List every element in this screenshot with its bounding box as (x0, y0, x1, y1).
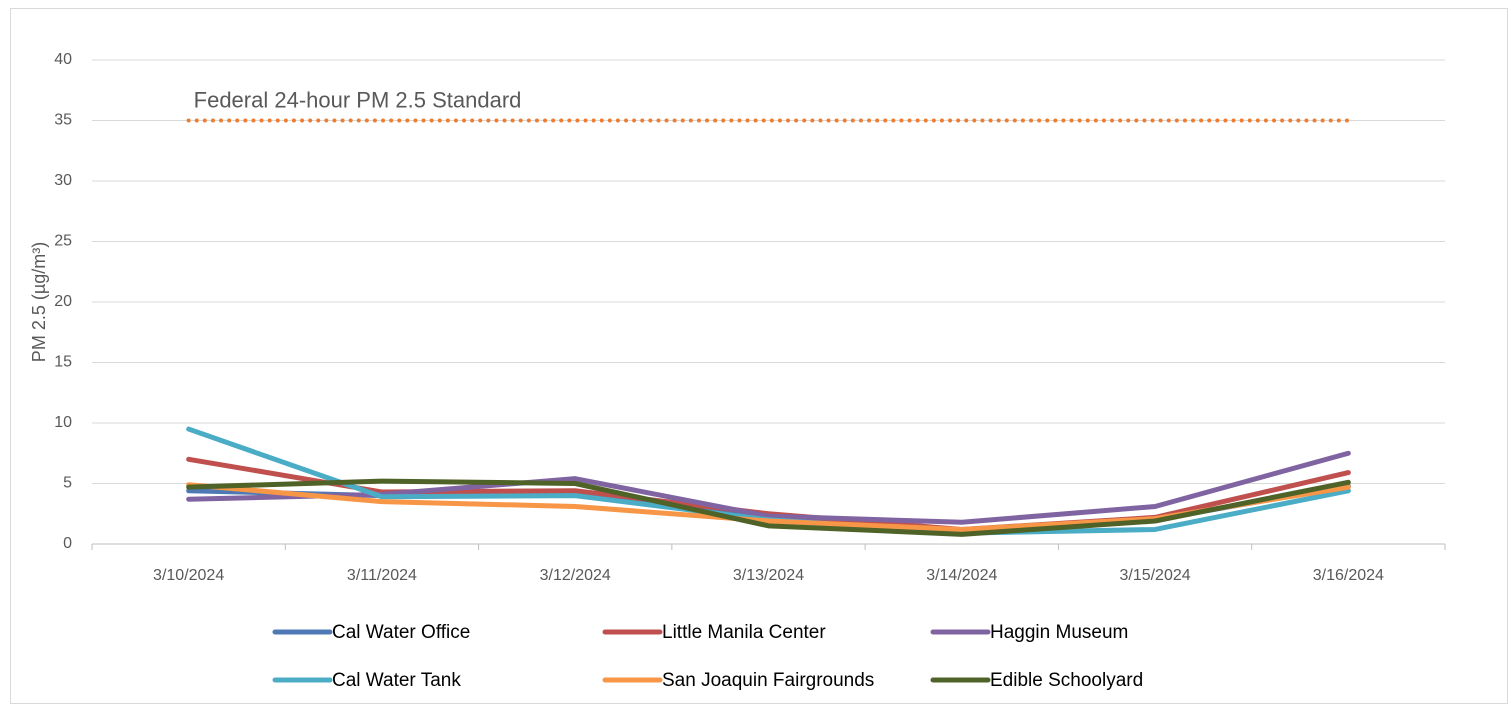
y-tick-label: 25 (54, 233, 72, 250)
y-axis-label: PM 2.5 (µg/m³) (29, 242, 49, 362)
x-tick-label: 3/16/2024 (1313, 567, 1384, 584)
y-tick-label: 10 (54, 414, 72, 431)
legend-label: Edible Schoolyard (990, 670, 1143, 691)
y-tick-label: 20 (54, 293, 72, 310)
y-tick-label: 30 (54, 172, 72, 189)
y-tick-label: 5 (63, 475, 72, 492)
chart-border (10, 8, 1508, 704)
legend-label: Haggin Museum (990, 622, 1128, 643)
legend-label: Cal Water Tank (332, 670, 461, 691)
x-tick-label: 3/12/2024 (540, 567, 611, 584)
series-line (186, 478, 1351, 537)
y-tick-label: 35 (54, 112, 72, 129)
reference-label: Federal 24-hour PM 2.5 Standard (194, 87, 522, 112)
legend-label: Cal Water Office (332, 622, 470, 643)
y-tick-label: 0 (63, 535, 72, 552)
x-tick-label: 3/10/2024 (153, 567, 224, 584)
y-tick-label: 40 (54, 51, 72, 68)
y-tick-label: 15 (54, 354, 72, 371)
legend-label: San Joaquin Fairgrounds (662, 670, 874, 691)
legend-label: Little Manila Center (662, 622, 826, 643)
x-tick-label: 3/13/2024 (733, 567, 804, 584)
x-tick-label: 3/15/2024 (1119, 567, 1190, 584)
x-tick-label: 3/14/2024 (926, 567, 997, 584)
x-tick-label: 3/11/2024 (347, 567, 417, 584)
